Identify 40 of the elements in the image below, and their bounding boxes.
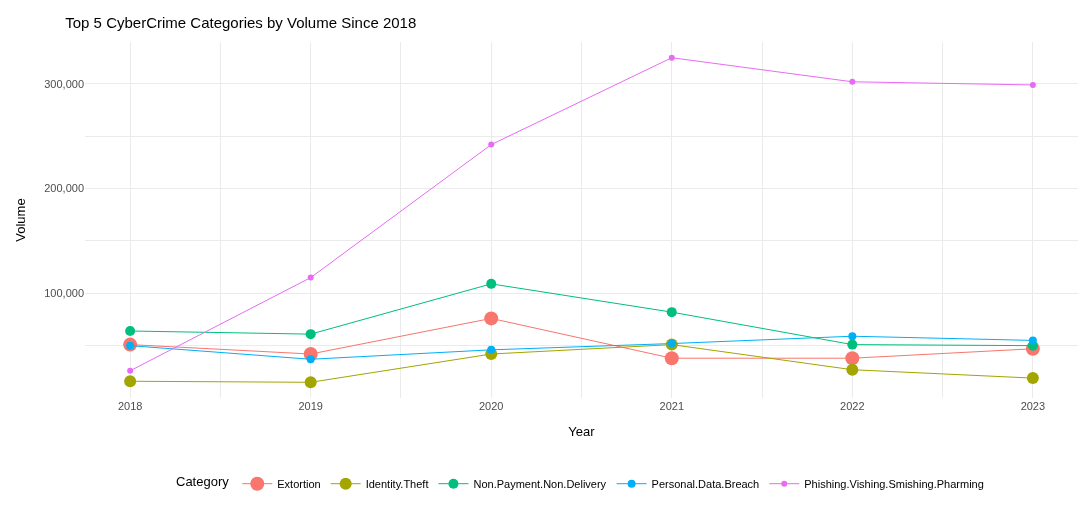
point	[486, 278, 497, 289]
point	[848, 332, 857, 341]
legend-label: Phishing.Vishing.Smishing.Pharming	[804, 477, 984, 490]
legend-label: Personal.Data.Breach	[651, 477, 760, 490]
legend-label: Identity.Theft	[365, 477, 429, 490]
y-tick-label: 300,000	[44, 77, 84, 90]
x-tick-label: 2019	[298, 400, 323, 412]
point	[484, 311, 499, 326]
point	[845, 351, 860, 366]
point	[664, 351, 679, 366]
y-axis-title: Volume	[13, 198, 29, 242]
chart-title: Top 5 CyberCrime Categories by Volume Since 2018	[65, 14, 417, 32]
x-tick-label: 2022	[840, 400, 865, 412]
legend-label: Extortion	[277, 477, 321, 490]
legend-title: Category	[176, 474, 230, 490]
point	[666, 307, 677, 318]
point	[488, 141, 495, 148]
y-tick-label: 200,000	[44, 182, 84, 195]
point	[305, 329, 316, 340]
legend-label: Non.Payment.Non.Delivery	[473, 477, 607, 490]
point	[127, 367, 134, 374]
point	[125, 325, 136, 336]
y-tick-label: 100,000	[44, 287, 84, 300]
point	[668, 54, 675, 61]
point	[307, 274, 314, 281]
x-tick-label: 2020	[478, 400, 504, 412]
x-tick-label: 2018	[117, 400, 143, 412]
point	[1028, 336, 1037, 345]
point	[124, 375, 137, 388]
point	[304, 376, 317, 389]
point	[847, 339, 858, 350]
x-tick-label: 2021	[659, 400, 685, 412]
point	[1026, 372, 1039, 385]
point	[846, 363, 859, 376]
point	[849, 78, 856, 85]
x-axis-title: Year	[568, 423, 596, 439]
x-tick-label: 2023	[1020, 400, 1046, 412]
point	[487, 345, 496, 354]
point	[1029, 81, 1036, 88]
point	[306, 355, 315, 364]
